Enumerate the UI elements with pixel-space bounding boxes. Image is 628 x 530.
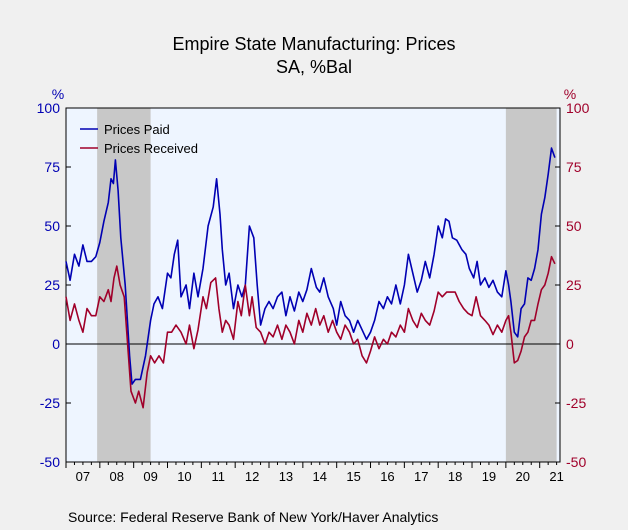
- x-tick-label: 14: [313, 469, 327, 484]
- chart-title: Empire State Manufacturing: Prices: [172, 34, 455, 54]
- left-tick-label: 50: [44, 218, 60, 234]
- x-tick-label: 19: [482, 469, 496, 484]
- recession-band-1: [505, 108, 557, 462]
- x-tick-label: 18: [448, 469, 462, 484]
- left-tick-label: -25: [40, 395, 60, 411]
- x-tick-label: 20: [516, 469, 530, 484]
- recession-band-0: [97, 108, 151, 462]
- x-tick-label: 16: [380, 469, 394, 484]
- legend-label: Prices Paid: [104, 122, 170, 137]
- source-note: Source: Federal Reserve Bank of New York…: [68, 509, 438, 525]
- series-line-prices-paid: [65, 147, 556, 385]
- x-tick-label: 21: [549, 469, 563, 484]
- x-tick-label: 10: [177, 469, 191, 484]
- x-tick-label: 11: [212, 469, 226, 484]
- right-tick-label: 100: [566, 100, 590, 116]
- right-tick-label: 50: [566, 218, 582, 234]
- right-tick-label: -25: [566, 395, 586, 411]
- left-tick-label: 0: [52, 336, 60, 352]
- right-tick-label: 25: [566, 277, 582, 293]
- x-tick-label: 13: [279, 469, 293, 484]
- left-tick-label: 75: [44, 159, 60, 175]
- x-tick-label: 09: [143, 469, 157, 484]
- x-tick-label: 15: [346, 469, 360, 484]
- right-tick-label: 75: [566, 159, 582, 175]
- left-tick-label: -50: [40, 454, 60, 470]
- left-tick-label: 100: [37, 100, 61, 116]
- left-axis-unit: %: [52, 86, 64, 102]
- right-axis-unit: %: [564, 86, 576, 102]
- x-tick-label: 17: [414, 469, 428, 484]
- x-tick-label: 07: [76, 469, 90, 484]
- chart-subtitle: SA, %Bal: [276, 57, 352, 77]
- series-line-prices-received: [65, 255, 556, 409]
- legend-label: Prices Received: [104, 141, 198, 156]
- right-tick-label: -50: [566, 454, 586, 470]
- x-tick-label: 12: [245, 469, 259, 484]
- x-tick-label: 08: [110, 469, 124, 484]
- right-tick-label: 0: [566, 336, 574, 352]
- left-tick-label: 25: [44, 277, 60, 293]
